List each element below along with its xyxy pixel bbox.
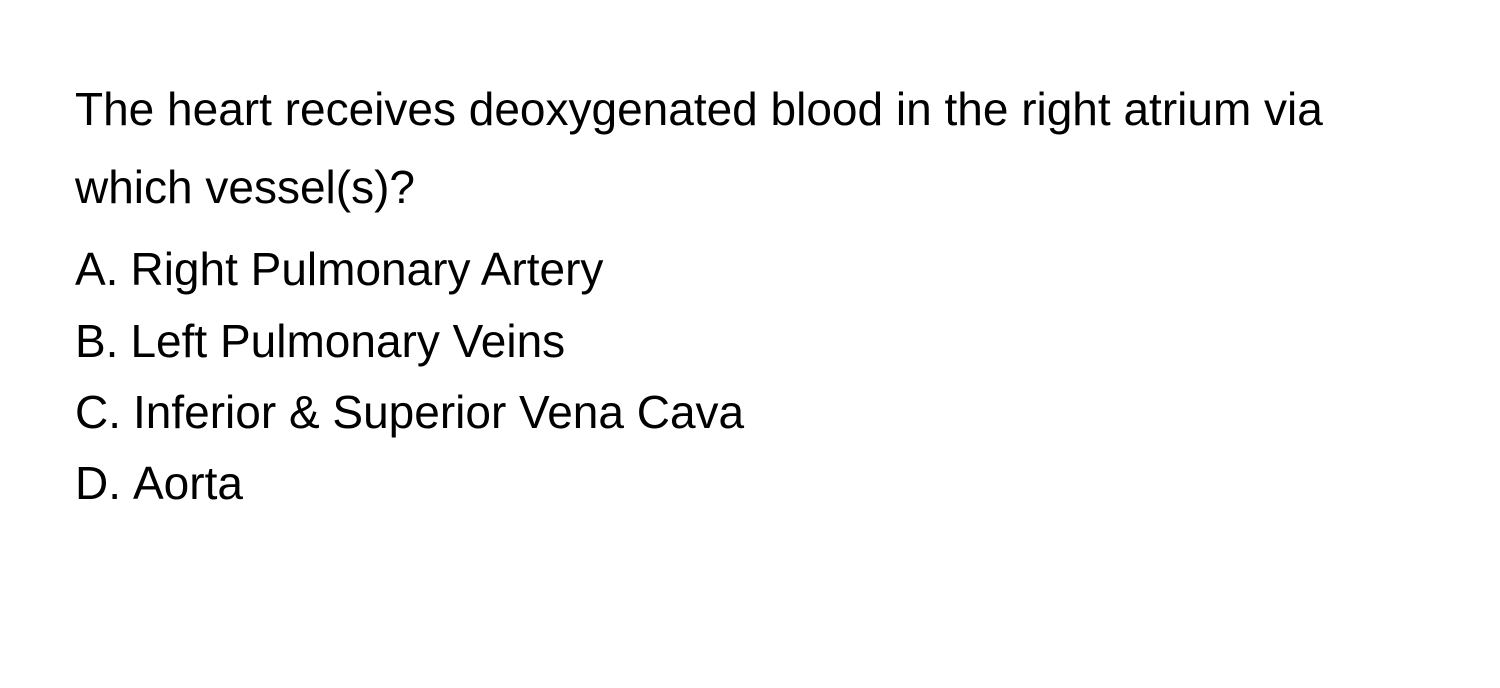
question-container: The heart receives deoxygenated blood in… [75,70,1425,520]
option-letter: A. [75,234,118,305]
option-text: Right Pulmonary Artery [130,234,603,305]
option-text: Aorta [133,448,243,519]
question-text: The heart receives deoxygenated blood in… [75,70,1425,226]
options-list: A. Right Pulmonary Artery B. Left Pulmon… [75,234,1425,519]
option-text: Inferior & Superior Vena Cava [133,377,744,448]
option-item: A. Right Pulmonary Artery [75,234,1425,305]
option-item: C. Inferior & Superior Vena Cava [75,377,1425,448]
option-item: D. Aorta [75,448,1425,519]
option-letter: C. [75,377,121,448]
option-text: Left Pulmonary Veins [130,306,565,377]
option-letter: B. [75,306,118,377]
option-item: B. Left Pulmonary Veins [75,306,1425,377]
option-letter: D. [75,448,121,519]
